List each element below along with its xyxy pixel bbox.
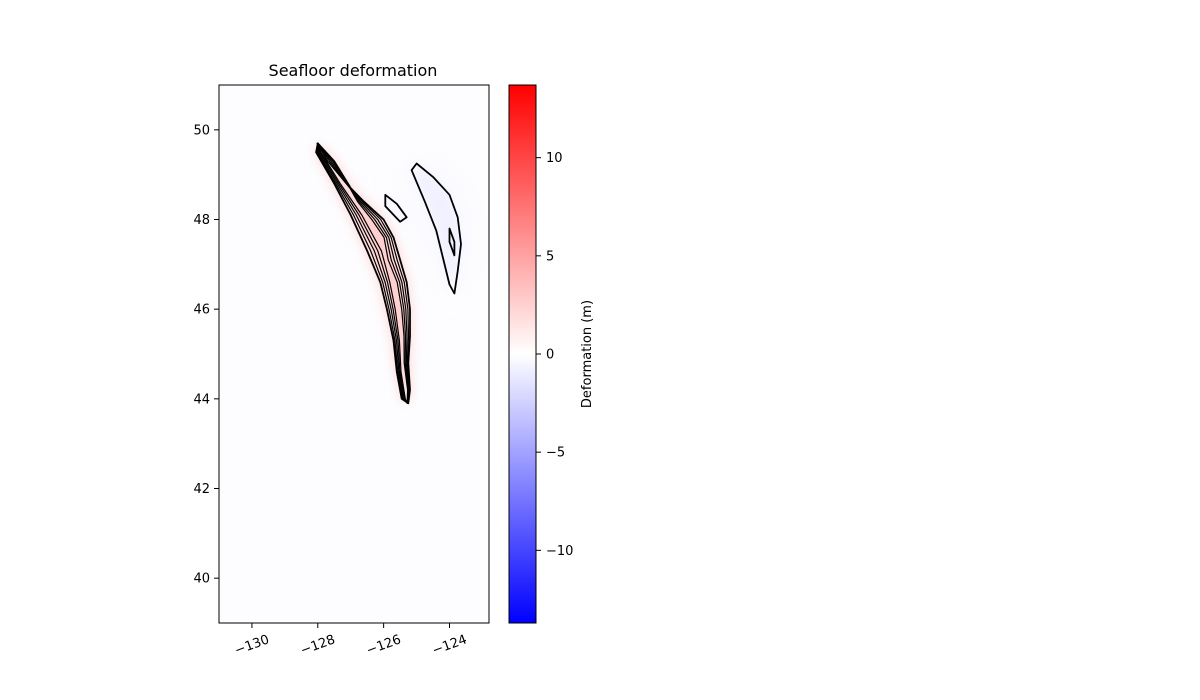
contour-subsidence-east bbox=[410, 162, 462, 295]
colorbar-tick-label: −10 bbox=[546, 544, 573, 559]
contour-uplift-level-1 bbox=[316, 142, 410, 404]
x-tick-label: −128 bbox=[299, 632, 338, 658]
y-tick-label: 44 bbox=[193, 392, 210, 407]
x-tick-label: −126 bbox=[364, 632, 403, 658]
y-tick-label: 48 bbox=[193, 213, 210, 228]
y-axis: 40 42 44 46 48 50 bbox=[193, 123, 219, 587]
plot-area bbox=[219, 85, 489, 623]
contour-uplift-level-4 bbox=[316, 142, 409, 404]
contour-subsidence-inner bbox=[448, 227, 456, 257]
colorbar-tick-label: 10 bbox=[546, 151, 563, 166]
colorbar-gradient bbox=[508, 84, 537, 624]
plot-background bbox=[219, 85, 489, 623]
region-fill-subsidence-small bbox=[385, 194, 407, 222]
colorbar-ticks: −10 −5 0 5 10 bbox=[536, 151, 573, 559]
x-tick-label: −130 bbox=[233, 632, 272, 658]
y-tick-label: 40 bbox=[193, 572, 210, 587]
colorbar-label: Deformation (m) bbox=[580, 300, 595, 408]
contour-lines bbox=[315, 142, 462, 405]
colorbar-tick-label: 0 bbox=[546, 348, 554, 363]
x-axis: −130 −128 −126 −124 bbox=[233, 623, 469, 659]
plot-frame bbox=[218, 84, 490, 624]
y-tick-label: 42 bbox=[193, 482, 210, 497]
colorbar-tick-label: 5 bbox=[546, 249, 554, 264]
colorbar-tick-label: −5 bbox=[546, 446, 565, 461]
colorbar: −10 −5 0 5 10 Deformation (m) bbox=[508, 84, 595, 624]
chart-title: Seafloor deformation bbox=[269, 61, 438, 80]
region-fill-subsidence-inner bbox=[449, 228, 455, 256]
contour-subsidence-small bbox=[384, 193, 408, 223]
y-tick-label: 50 bbox=[193, 123, 210, 138]
y-tick-label: 46 bbox=[193, 303, 210, 318]
x-tick-label: −124 bbox=[430, 632, 469, 658]
